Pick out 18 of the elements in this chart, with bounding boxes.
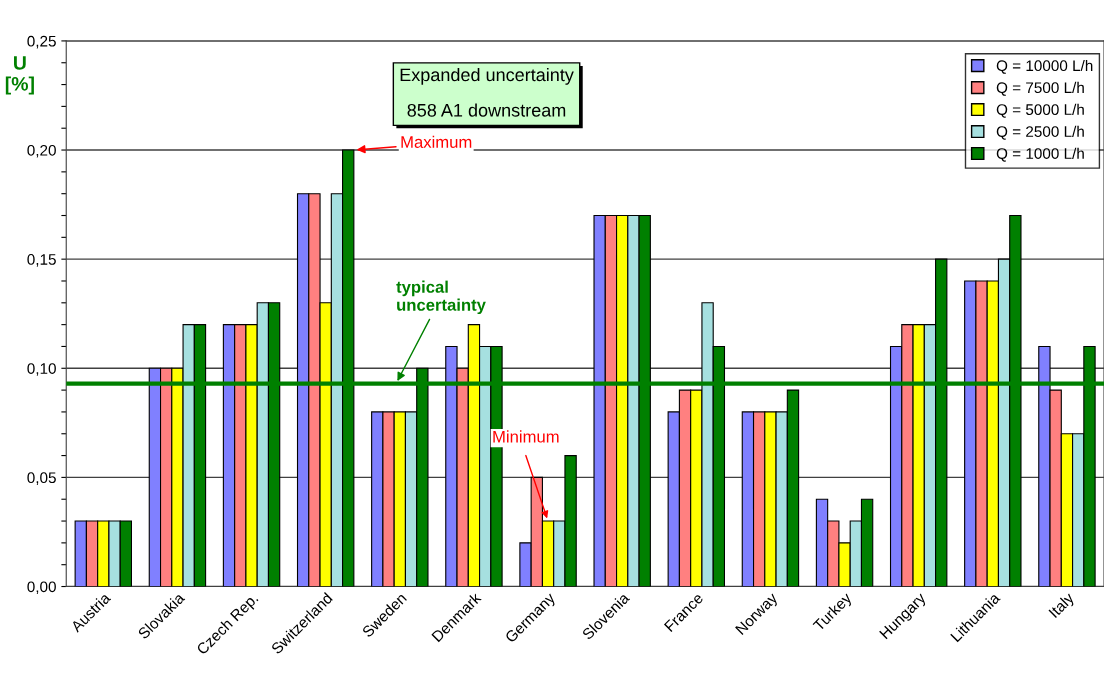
- y-axis-title: U [%]: [5, 56, 34, 95]
- ref-line-label: typical uncertainty: [396, 280, 486, 315]
- y-tick-label: 0,25: [27, 35, 56, 49]
- y-tick-label: 0,15: [27, 254, 56, 267]
- y-tick-label: 0,10: [27, 363, 56, 376]
- legend-label: Q = 7500 L/h: [996, 81, 1084, 96]
- annotation: Maximum: [401, 135, 472, 148]
- legend-label: Q = 10000 L/h: [996, 59, 1093, 74]
- y-tick-label: 0,20: [27, 144, 56, 158]
- text: 858 A1 downstream: [407, 103, 566, 117]
- annotation: Minimum: [493, 430, 559, 443]
- legend-label: Q = 1000 L/h: [996, 147, 1084, 162]
- legend-label: Q = 5000 L/h: [996, 103, 1084, 118]
- legend-label: Q = 2500 L/h: [996, 125, 1084, 140]
- text: Expanded uncertainty: [400, 67, 574, 85]
- y-tick-label: 0,05: [27, 472, 56, 485]
- y-tick-label: 0,00: [27, 581, 56, 595]
- x-tick-label: Italy: [1048, 591, 1077, 621]
